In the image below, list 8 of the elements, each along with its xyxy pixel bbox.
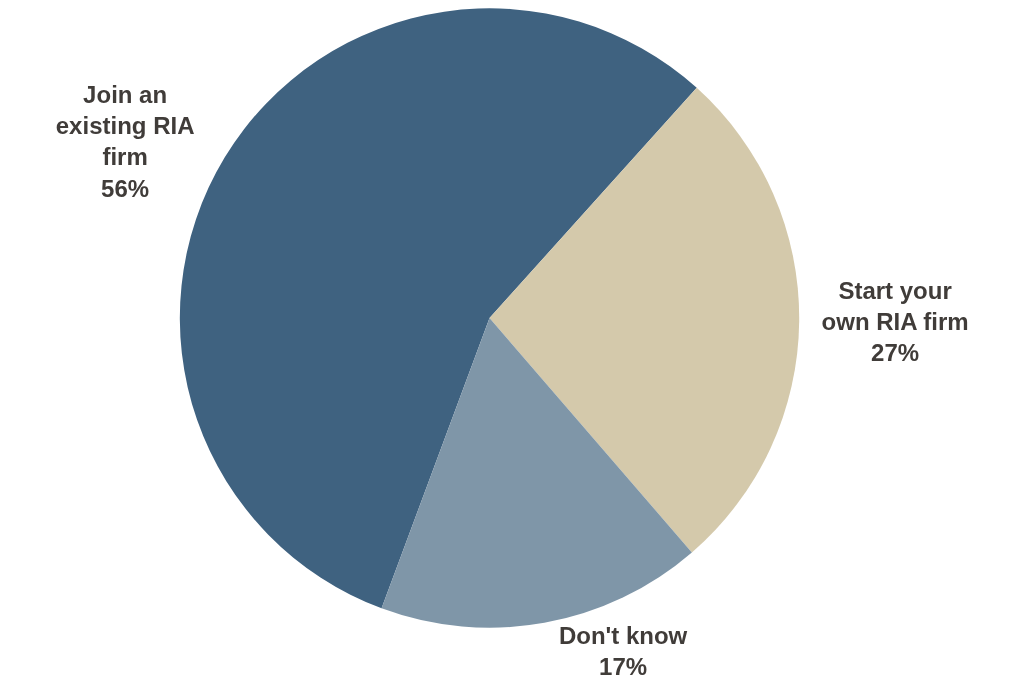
pie-slice xyxy=(489,87,800,553)
slice-label: Don't know xyxy=(558,621,688,649)
data-label: 56% xyxy=(101,174,150,202)
slice-label: Start your own RIA firm xyxy=(821,276,969,335)
data-label: 17% xyxy=(599,653,648,681)
slice-label: Join an existing RIA firm xyxy=(55,81,195,171)
pie-slice xyxy=(381,318,692,628)
data-label: 27% xyxy=(871,338,920,366)
